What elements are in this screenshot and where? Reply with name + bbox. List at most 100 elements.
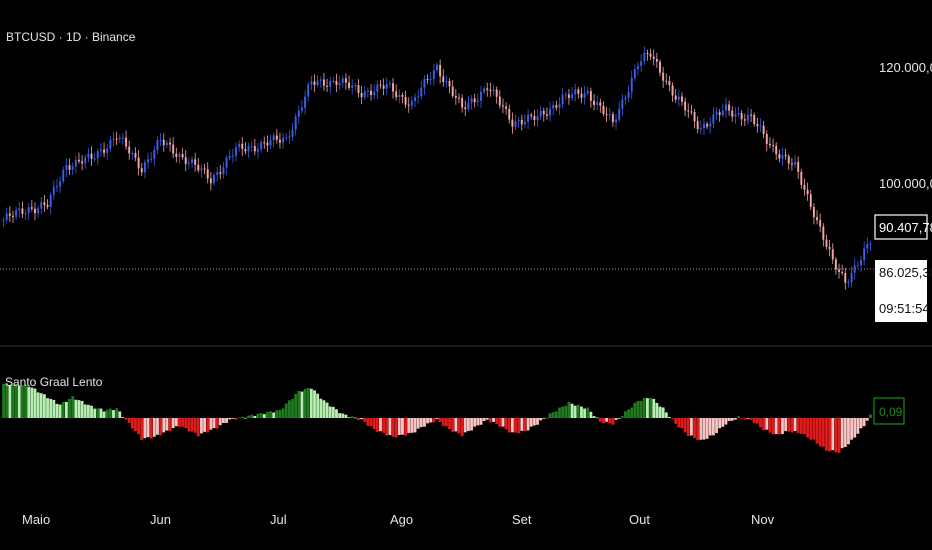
candle-body: [674, 95, 677, 100]
candle: [388, 80, 391, 88]
time-axis[interactable]: Maio Jun Jul Ago Set Out Nov: [22, 512, 775, 527]
candle: [583, 86, 586, 105]
histogram-bar: [847, 418, 850, 445]
candle: [175, 147, 178, 163]
histogram-bar: [850, 418, 853, 440]
candle: [169, 137, 172, 152]
price-tick-120000: 120.000,00: [879, 60, 932, 75]
candle: [608, 107, 611, 121]
candle: [222, 161, 225, 179]
candle-body: [564, 94, 567, 96]
candle-body: [181, 153, 184, 158]
candle-body: [153, 149, 156, 159]
histogram-bar: [815, 418, 819, 444]
candle-body: [724, 104, 727, 111]
candle-body: [404, 96, 407, 105]
candle: [724, 97, 727, 118]
candle: [593, 94, 596, 111]
candle-body: [508, 108, 511, 120]
candle: [514, 114, 517, 131]
histogram-bar: [181, 418, 185, 427]
candle-body: [718, 112, 721, 116]
candle: [404, 90, 407, 109]
indicator-name[interactable]: Santo Graal Lento: [5, 375, 103, 389]
candle-body: [831, 249, 834, 260]
histogram-bar: [733, 418, 737, 420]
candle: [282, 133, 285, 150]
histogram-bar: [309, 388, 313, 418]
candle-body: [219, 172, 222, 174]
histogram-bar: [812, 418, 816, 440]
histogram-bar: [620, 416, 624, 418]
candle-body: [417, 96, 420, 98]
candle: [762, 120, 765, 139]
candle-body: [608, 114, 611, 116]
candle-body: [586, 91, 589, 94]
candle-body: [643, 53, 646, 62]
candle-body: [423, 78, 426, 88]
candle-body: [869, 243, 872, 245]
candle-body: [759, 125, 762, 127]
candle: [426, 74, 429, 84]
candle: [272, 132, 275, 148]
time-label-jun: Jun: [150, 512, 171, 527]
candle-body: [329, 80, 332, 87]
candle: [825, 234, 828, 250]
candle-body: [850, 272, 853, 283]
candle-body: [99, 149, 102, 152]
candle: [147, 152, 150, 169]
price-axis[interactable]: 120.000,00 100.000,00 90.407,78 86.025,3…: [874, 60, 932, 322]
candle-body: [530, 114, 533, 116]
candle-body: [844, 273, 847, 283]
candle-body: [781, 155, 784, 159]
candle-body: [93, 158, 96, 160]
candle-body: [310, 81, 313, 85]
histogram-bar: [799, 418, 803, 434]
candle: [536, 109, 539, 127]
candle: [665, 73, 668, 85]
candle-body: [37, 208, 40, 213]
candle-body: [178, 153, 181, 157]
candle: [753, 112, 756, 127]
candle: [860, 255, 862, 273]
candle: [231, 148, 234, 163]
candle-body: [169, 142, 172, 145]
histogram-bar: [49, 398, 53, 418]
candle: [37, 205, 40, 218]
candle-body: [517, 119, 520, 122]
candle: [775, 142, 778, 161]
candle-body: [62, 170, 65, 182]
candle: [15, 206, 18, 220]
candle-body: [344, 78, 347, 83]
candle-body: [366, 90, 369, 92]
candle-body: [545, 114, 548, 116]
histogram-bar: [825, 418, 828, 451]
candle-body: [395, 91, 398, 98]
histogram-bar: [174, 418, 178, 427]
candle-body: [278, 139, 281, 143]
candle: [351, 79, 354, 95]
histogram-bar: [561, 406, 565, 418]
candle-body: [348, 82, 351, 88]
histogram-bar: [149, 418, 153, 439]
candle: [5, 207, 8, 224]
candle-body: [728, 104, 731, 111]
histogram-bar: [696, 418, 700, 441]
histogram-bar: [576, 404, 580, 418]
candle-body: [156, 140, 159, 150]
candle: [750, 109, 753, 123]
candle-body: [574, 89, 577, 95]
candle: [552, 101, 555, 116]
candle-body: [313, 81, 316, 85]
candle: [348, 75, 351, 91]
candle: [2, 217, 5, 228]
candle: [366, 87, 369, 99]
candle: [476, 93, 479, 107]
candle: [542, 107, 545, 122]
candle-body: [40, 202, 43, 209]
candle-body: [787, 156, 790, 164]
histogram-bar: [247, 415, 250, 418]
candle: [316, 75, 319, 88]
